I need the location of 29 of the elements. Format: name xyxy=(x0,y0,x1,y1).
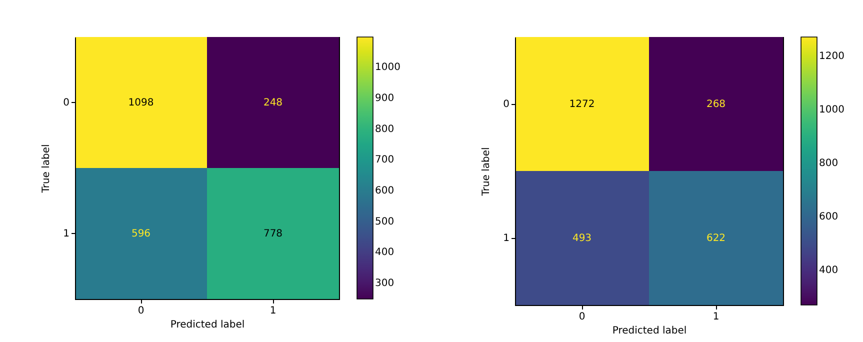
color-bar-label: 500 xyxy=(375,216,394,228)
data-label: 778 xyxy=(263,228,283,240)
color-bar-label: 400 xyxy=(819,264,838,276)
data-label: 493 xyxy=(572,233,592,244)
color-bar-label: 1000 xyxy=(819,104,844,116)
color-bar-label: 300 xyxy=(375,278,394,289)
color-bar-label: 600 xyxy=(819,211,838,222)
color-bar-label: 900 xyxy=(375,93,394,104)
x-tick-label: 0 xyxy=(138,306,144,316)
x-axis-title: Predicted label xyxy=(170,320,245,330)
color-bar-label: 400 xyxy=(375,247,394,258)
data-label: 248 xyxy=(263,98,283,108)
data-label: 268 xyxy=(706,99,726,110)
y-axis-title: True label xyxy=(481,147,492,197)
color-bar-label: 800 xyxy=(819,158,838,169)
color-bar-label: 700 xyxy=(375,154,394,166)
x-tick-label: 1 xyxy=(270,306,276,316)
x-axis-title: Predicted label xyxy=(612,326,687,336)
color-bar-label: 600 xyxy=(375,186,394,196)
data-label: 596 xyxy=(131,228,151,240)
data-label: 622 xyxy=(706,233,726,244)
x-tick-label: 0 xyxy=(578,312,586,322)
color-bar-label: 1200 xyxy=(819,51,844,62)
color-bar-label: 800 xyxy=(375,124,394,135)
data-label: 1272 xyxy=(569,99,595,110)
color-bar-label: 1000 xyxy=(375,62,400,74)
data-label: 1098 xyxy=(128,98,154,108)
y-axis-title: True label xyxy=(41,144,52,194)
x-tick-label: 1 xyxy=(712,312,720,322)
